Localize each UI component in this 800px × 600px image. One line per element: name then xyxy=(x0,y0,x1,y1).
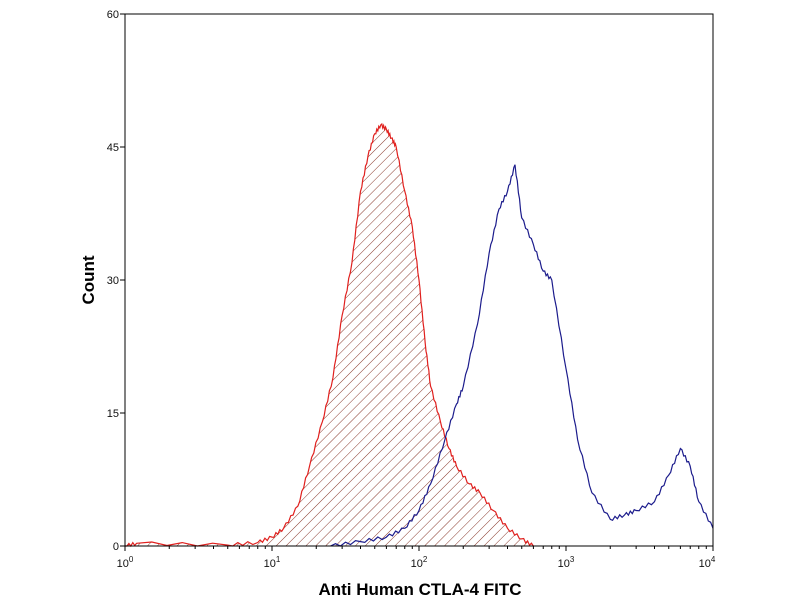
y-tick-label: 15 xyxy=(107,408,119,420)
ticks-layer xyxy=(120,13,714,551)
x-tick-label-base: 10 xyxy=(264,558,276,570)
x-tick-label: 100 xyxy=(117,555,134,570)
x-tick-label: 101 xyxy=(264,555,281,570)
x-tick-label-exponent: 1 xyxy=(276,555,281,564)
x-tick-label-exponent: 3 xyxy=(570,555,575,564)
x-tick-label-base: 10 xyxy=(558,558,570,570)
y-tick-label: 45 xyxy=(107,142,119,154)
series-layer xyxy=(125,122,714,548)
x-axis-title: Anti Human CTLA-4 FITC xyxy=(318,580,521,599)
x-tick-label: 102 xyxy=(411,555,428,570)
x-tick-label: 103 xyxy=(558,555,575,570)
y-axis-title: Count xyxy=(79,255,98,304)
x-tick-label-base: 10 xyxy=(411,558,423,570)
y-tick-label: 30 xyxy=(107,275,119,287)
y-tick-label: 0 xyxy=(113,541,119,553)
x-tick-label-base: 10 xyxy=(117,558,129,570)
x-tick-label-exponent: 2 xyxy=(423,555,428,564)
series-fill-0 xyxy=(125,124,534,546)
x-tick-label-base: 10 xyxy=(699,558,711,570)
x-tick-label-exponent: 0 xyxy=(129,555,134,564)
series-line-0 xyxy=(125,122,534,548)
series-line-1 xyxy=(330,164,714,547)
y-tick-label: 60 xyxy=(107,9,119,21)
x-tick-label-exponent: 4 xyxy=(711,555,716,564)
x-tick-label: 104 xyxy=(699,555,716,570)
